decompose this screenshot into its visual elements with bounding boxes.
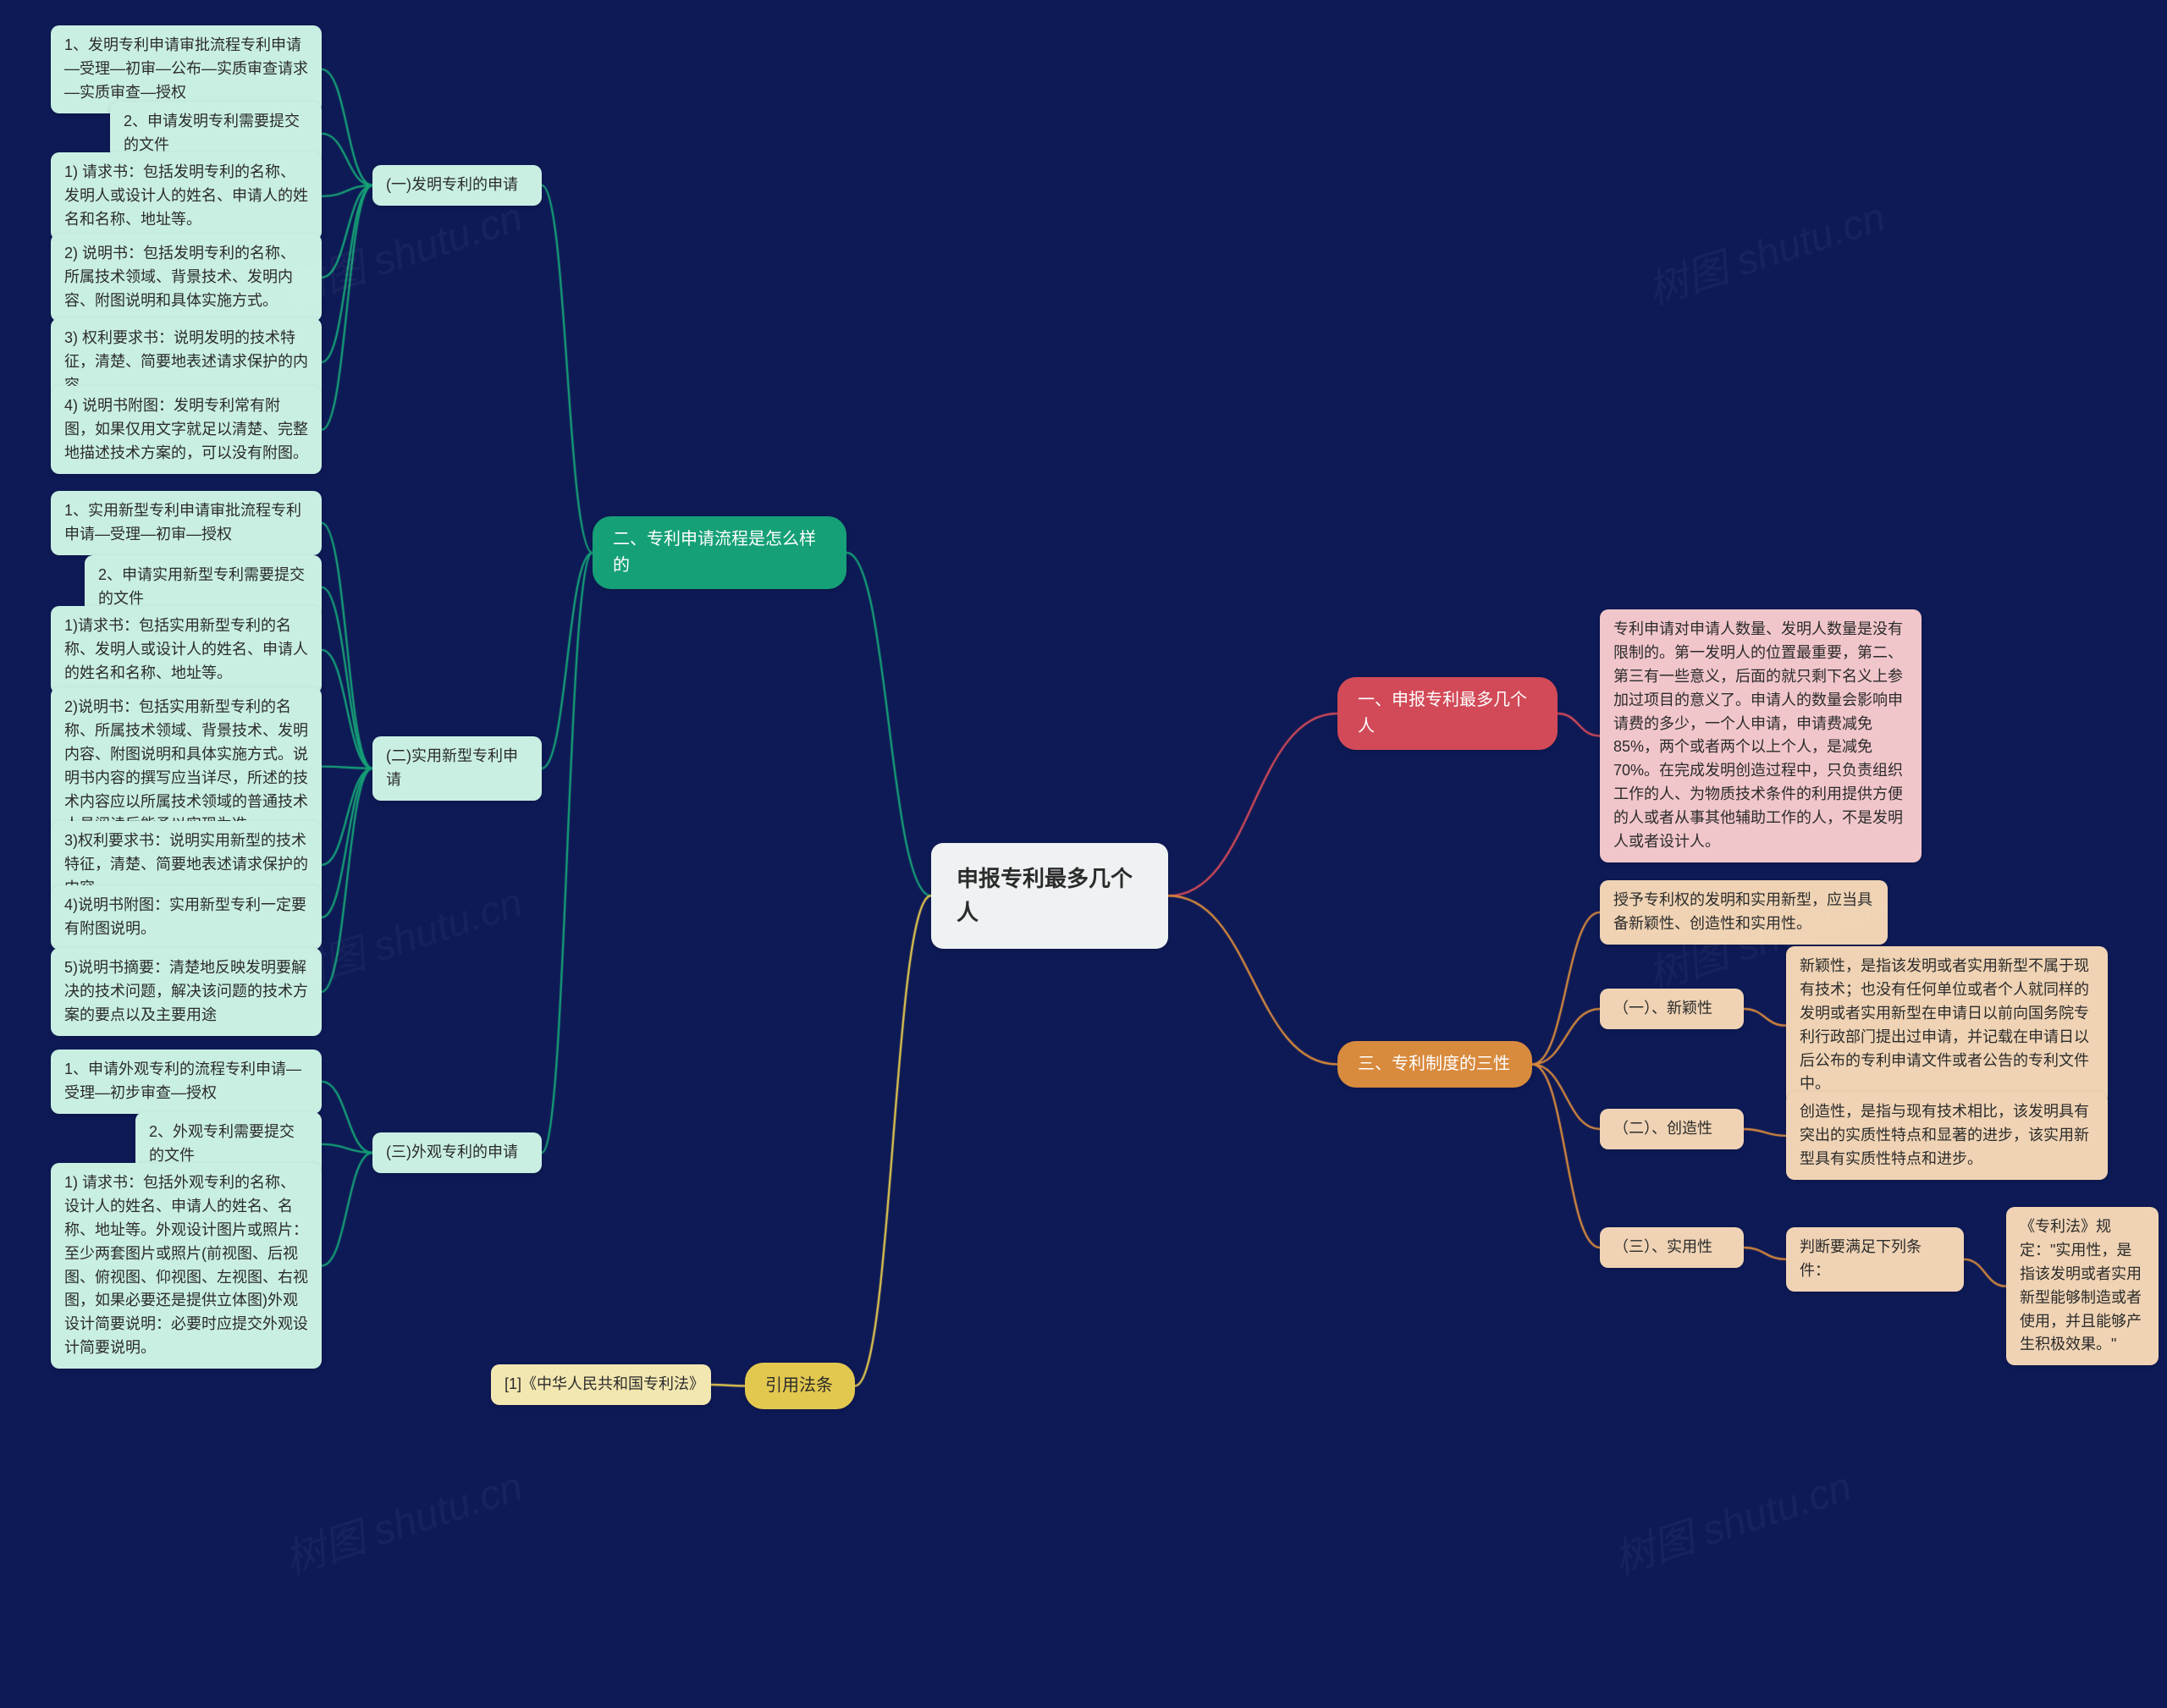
node-b3z2[interactable]: 《专利法》规定："实用性，是指该发明或者实用新型能够制造或者使用，并且能够产生积… [2006,1207,2159,1365]
node-b2a4[interactable]: 2) 说明书：包括发明专利的名称、所属技术领域、背景技术、发明内容、附图说明和具… [51,234,322,322]
node-b2c3[interactable]: 1) 请求书：包括外观专利的名称、设计人的姓名、申请人的姓名、名称、地址等。外观… [51,1163,322,1369]
node-b1[interactable]: 一、申报专利最多几个人 [1337,677,1558,750]
node-b2a3[interactable]: 1) 请求书：包括发明专利的名称、发明人或设计人的姓名、申请人的姓名和名称、地址… [51,152,322,240]
node-b3y[interactable]: （二）、创造性 [1600,1109,1744,1149]
node-b2b3[interactable]: 1)请求书：包括实用新型专利的名称、发明人或设计人的姓名、申请人的姓名和名称、地… [51,606,322,694]
node-b2b7[interactable]: 5)说明书摘要：清楚地反映发明要解决的技术问题，解决该问题的技术方案的要点以及主… [51,948,322,1036]
node-b2[interactable]: 二、专利申请流程是怎么样的 [593,516,846,589]
node-b3x1[interactable]: 新颖性，是指该发明或者实用新型不属于现有技术；也没有任何单位或者个人就同样的发明… [1786,946,2108,1105]
root-node[interactable]: 申报专利最多几个人 [931,843,1168,949]
node-b4a[interactable]: [1]《中华人民共和国专利法》 [491,1364,711,1405]
node-b1l1[interactable]: 专利申请对申请人数量、发明人数量是没有限制的。第一发明人的位置最重要，第二、第三… [1600,609,1922,862]
node-b2b6[interactable]: 4)说明书附图：实用新型专利一定要有附图说明。 [51,885,322,950]
node-b4[interactable]: 引用法条 [745,1363,855,1409]
node-b3z[interactable]: （三）、实用性 [1600,1227,1744,1268]
node-b3y1[interactable]: 创造性，是指与现有技术相比，该发明具有突出的实质性特点和显著的进步，该实用新型具… [1786,1092,2108,1180]
node-b3z1[interactable]: 判断要满足下列条件： [1786,1227,1964,1292]
node-b2c1[interactable]: 1、申请外观专利的流程专利申请—受理—初步审查—授权 [51,1050,322,1114]
node-b2a6[interactable]: 4) 说明书附图：发明专利常有附图，如果仅用文字就足以清楚、完整地描述技术方案的… [51,386,322,474]
node-b2a[interactable]: (一)发明专利的申请 [372,165,542,206]
node-b2c[interactable]: (三)外观专利的申请 [372,1132,542,1173]
node-b2b1[interactable]: 1、实用新型专利申请审批流程专利申请—受理—初审—授权 [51,491,322,555]
node-b3x[interactable]: （一）、新颖性 [1600,989,1744,1029]
node-b2b[interactable]: (二)实用新型专利申请 [372,736,542,801]
node-b3[interactable]: 三、专利制度的三性 [1337,1041,1532,1088]
node-b3t[interactable]: 授予专利权的发明和实用新型，应当具备新颖性、创造性和实用性。 [1600,880,1888,945]
node-b2a1[interactable]: 1、发明专利申请审批流程专利申请—受理—初审—公布—实质审查请求—实质审查—授权 [51,25,322,113]
